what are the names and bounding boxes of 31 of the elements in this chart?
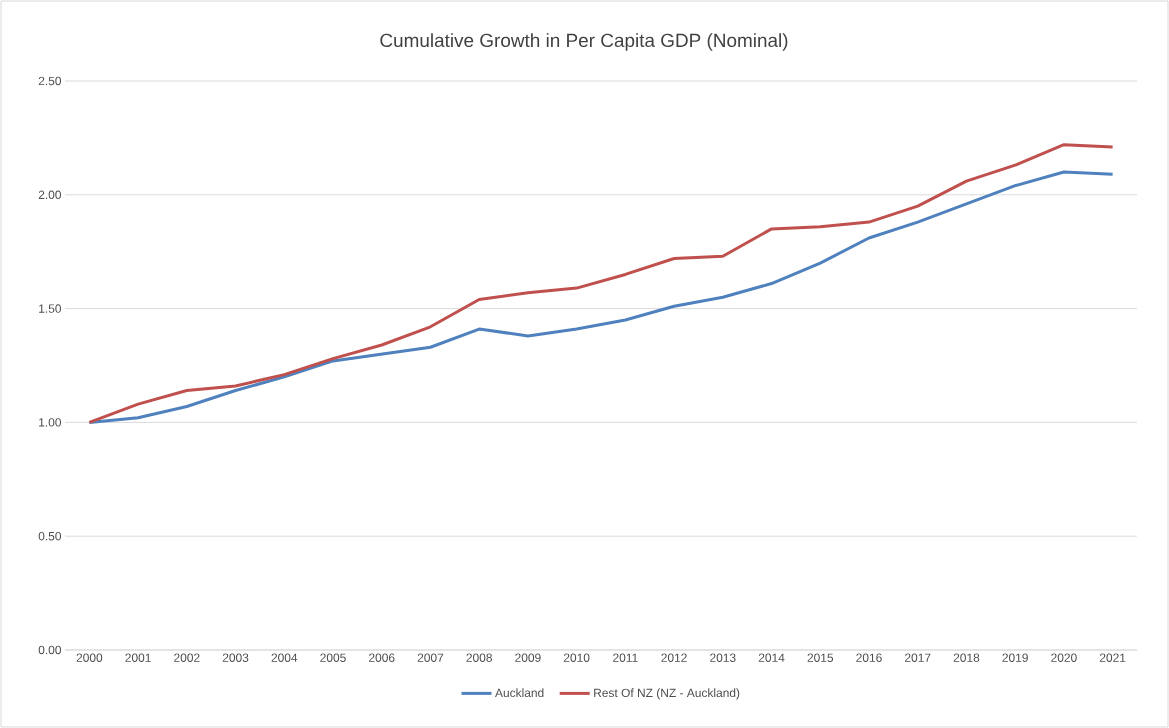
x-tick-label: 2007	[417, 653, 444, 662]
x-tick-label: 2000	[76, 653, 103, 662]
y-tick-label: 0.00	[38, 645, 62, 655]
x-tick-label: 2006	[369, 653, 395, 662]
x-tick-label: 2010	[563, 653, 590, 662]
x-tick-label: 2011	[613, 653, 638, 662]
x-tick-label: 2017	[905, 653, 931, 662]
x-tick-label: 2013	[710, 653, 736, 662]
x-tick-label: 2005	[320, 653, 346, 662]
x-tick-label: 2004	[271, 653, 298, 662]
x-tick-label: 2003	[222, 653, 249, 662]
y-tick-label: 1.00	[39, 418, 62, 427]
x-tick-label: 2014	[758, 653, 785, 662]
x-tick-label: 2021	[1099, 653, 1126, 662]
x-tick-label: 2020	[1051, 653, 1077, 662]
y-tick-label: 1.50	[39, 304, 62, 313]
y-tick-label: 2.00	[38, 190, 62, 200]
x-tick-label: 2019	[1002, 653, 1028, 662]
legend-label: Auckland	[495, 688, 544, 698]
x-tick-label: 2018	[953, 653, 980, 662]
x-tick-label: 2002	[174, 653, 200, 662]
legend-label: Rest Of NZ (NZ - Auckland)	[594, 688, 740, 700]
x-tick-label: 2015	[807, 653, 834, 662]
y-tick-label: 0.50	[38, 531, 62, 541]
x-tick-label: 2016	[856, 653, 882, 662]
x-tick-label: 2012	[661, 653, 687, 662]
x-tick-label: 2001	[125, 653, 151, 662]
chart-title: Cumulative Growth in Per Capita GDP (Nominal)	[380, 33, 788, 51]
x-tick-label: 2009	[515, 653, 541, 662]
y-tick-label: 2.50	[38, 76, 62, 86]
x-tick-label: 2008	[466, 653, 492, 662]
